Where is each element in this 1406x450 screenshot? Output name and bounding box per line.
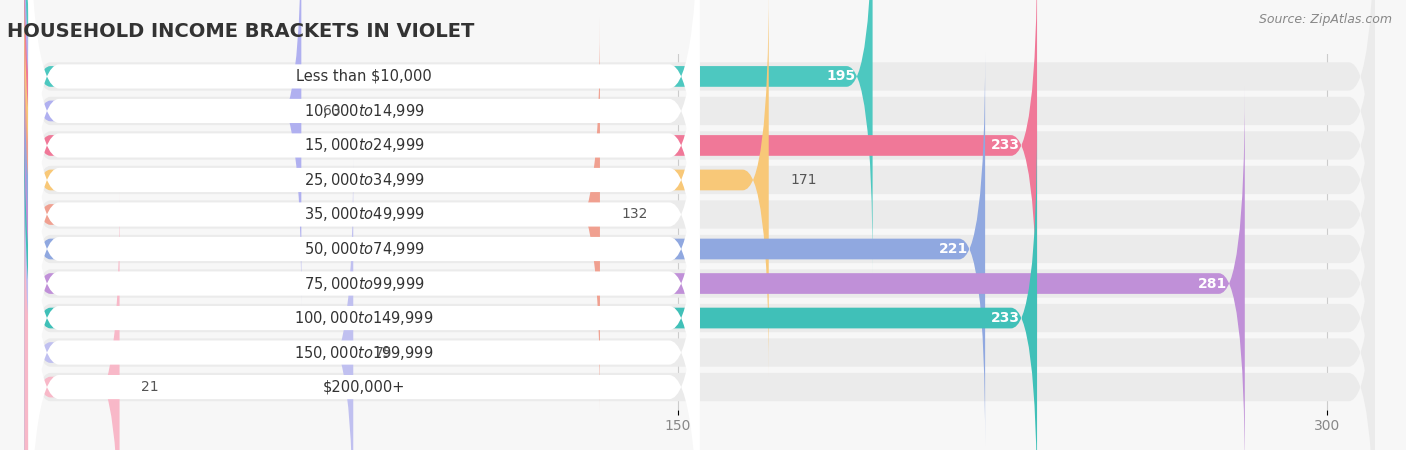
FancyBboxPatch shape	[24, 190, 120, 450]
Text: Source: ZipAtlas.com: Source: ZipAtlas.com	[1258, 14, 1392, 27]
FancyBboxPatch shape	[24, 122, 1038, 450]
FancyBboxPatch shape	[24, 0, 873, 273]
Text: 132: 132	[621, 207, 648, 221]
FancyBboxPatch shape	[28, 54, 700, 450]
FancyBboxPatch shape	[24, 52, 986, 446]
Text: $200,000+: $200,000+	[323, 379, 405, 395]
Text: $15,000 to $24,999: $15,000 to $24,999	[304, 136, 425, 154]
FancyBboxPatch shape	[24, 87, 1244, 450]
Text: 21: 21	[141, 380, 159, 394]
Text: 195: 195	[827, 69, 855, 83]
Text: $10,000 to $14,999: $10,000 to $14,999	[304, 102, 425, 120]
FancyBboxPatch shape	[24, 194, 1375, 450]
FancyBboxPatch shape	[24, 125, 1375, 450]
Text: 63: 63	[323, 104, 340, 118]
FancyBboxPatch shape	[24, 0, 1038, 342]
Text: 281: 281	[1198, 276, 1227, 291]
FancyBboxPatch shape	[24, 0, 301, 308]
FancyBboxPatch shape	[24, 0, 1375, 270]
FancyBboxPatch shape	[28, 0, 700, 410]
FancyBboxPatch shape	[24, 90, 1375, 450]
Text: $100,000 to $149,999: $100,000 to $149,999	[294, 309, 434, 327]
Text: 233: 233	[991, 139, 1019, 153]
FancyBboxPatch shape	[24, 0, 1375, 304]
Text: HOUSEHOLD INCOME BRACKETS IN VIOLET: HOUSEHOLD INCOME BRACKETS IN VIOLET	[7, 22, 474, 41]
Text: $75,000 to $99,999: $75,000 to $99,999	[304, 274, 425, 292]
FancyBboxPatch shape	[24, 156, 353, 450]
FancyBboxPatch shape	[28, 0, 700, 306]
FancyBboxPatch shape	[24, 160, 1375, 450]
Text: $150,000 to $199,999: $150,000 to $199,999	[294, 343, 434, 361]
Text: 233: 233	[991, 311, 1019, 325]
Text: Less than $10,000: Less than $10,000	[297, 69, 432, 84]
FancyBboxPatch shape	[28, 0, 700, 341]
FancyBboxPatch shape	[28, 123, 700, 450]
FancyBboxPatch shape	[24, 0, 1375, 373]
Text: $35,000 to $49,999: $35,000 to $49,999	[304, 206, 425, 224]
FancyBboxPatch shape	[28, 0, 700, 375]
Text: $50,000 to $74,999: $50,000 to $74,999	[304, 240, 425, 258]
FancyBboxPatch shape	[28, 158, 700, 450]
Text: $25,000 to $34,999: $25,000 to $34,999	[304, 171, 425, 189]
FancyBboxPatch shape	[28, 89, 700, 450]
FancyBboxPatch shape	[24, 0, 1375, 338]
FancyBboxPatch shape	[24, 0, 769, 377]
Text: 221: 221	[939, 242, 967, 256]
Text: 171: 171	[790, 173, 817, 187]
Text: 75: 75	[375, 346, 392, 360]
FancyBboxPatch shape	[28, 19, 700, 450]
FancyBboxPatch shape	[28, 0, 700, 444]
FancyBboxPatch shape	[24, 22, 1375, 407]
FancyBboxPatch shape	[24, 18, 600, 411]
FancyBboxPatch shape	[24, 56, 1375, 442]
